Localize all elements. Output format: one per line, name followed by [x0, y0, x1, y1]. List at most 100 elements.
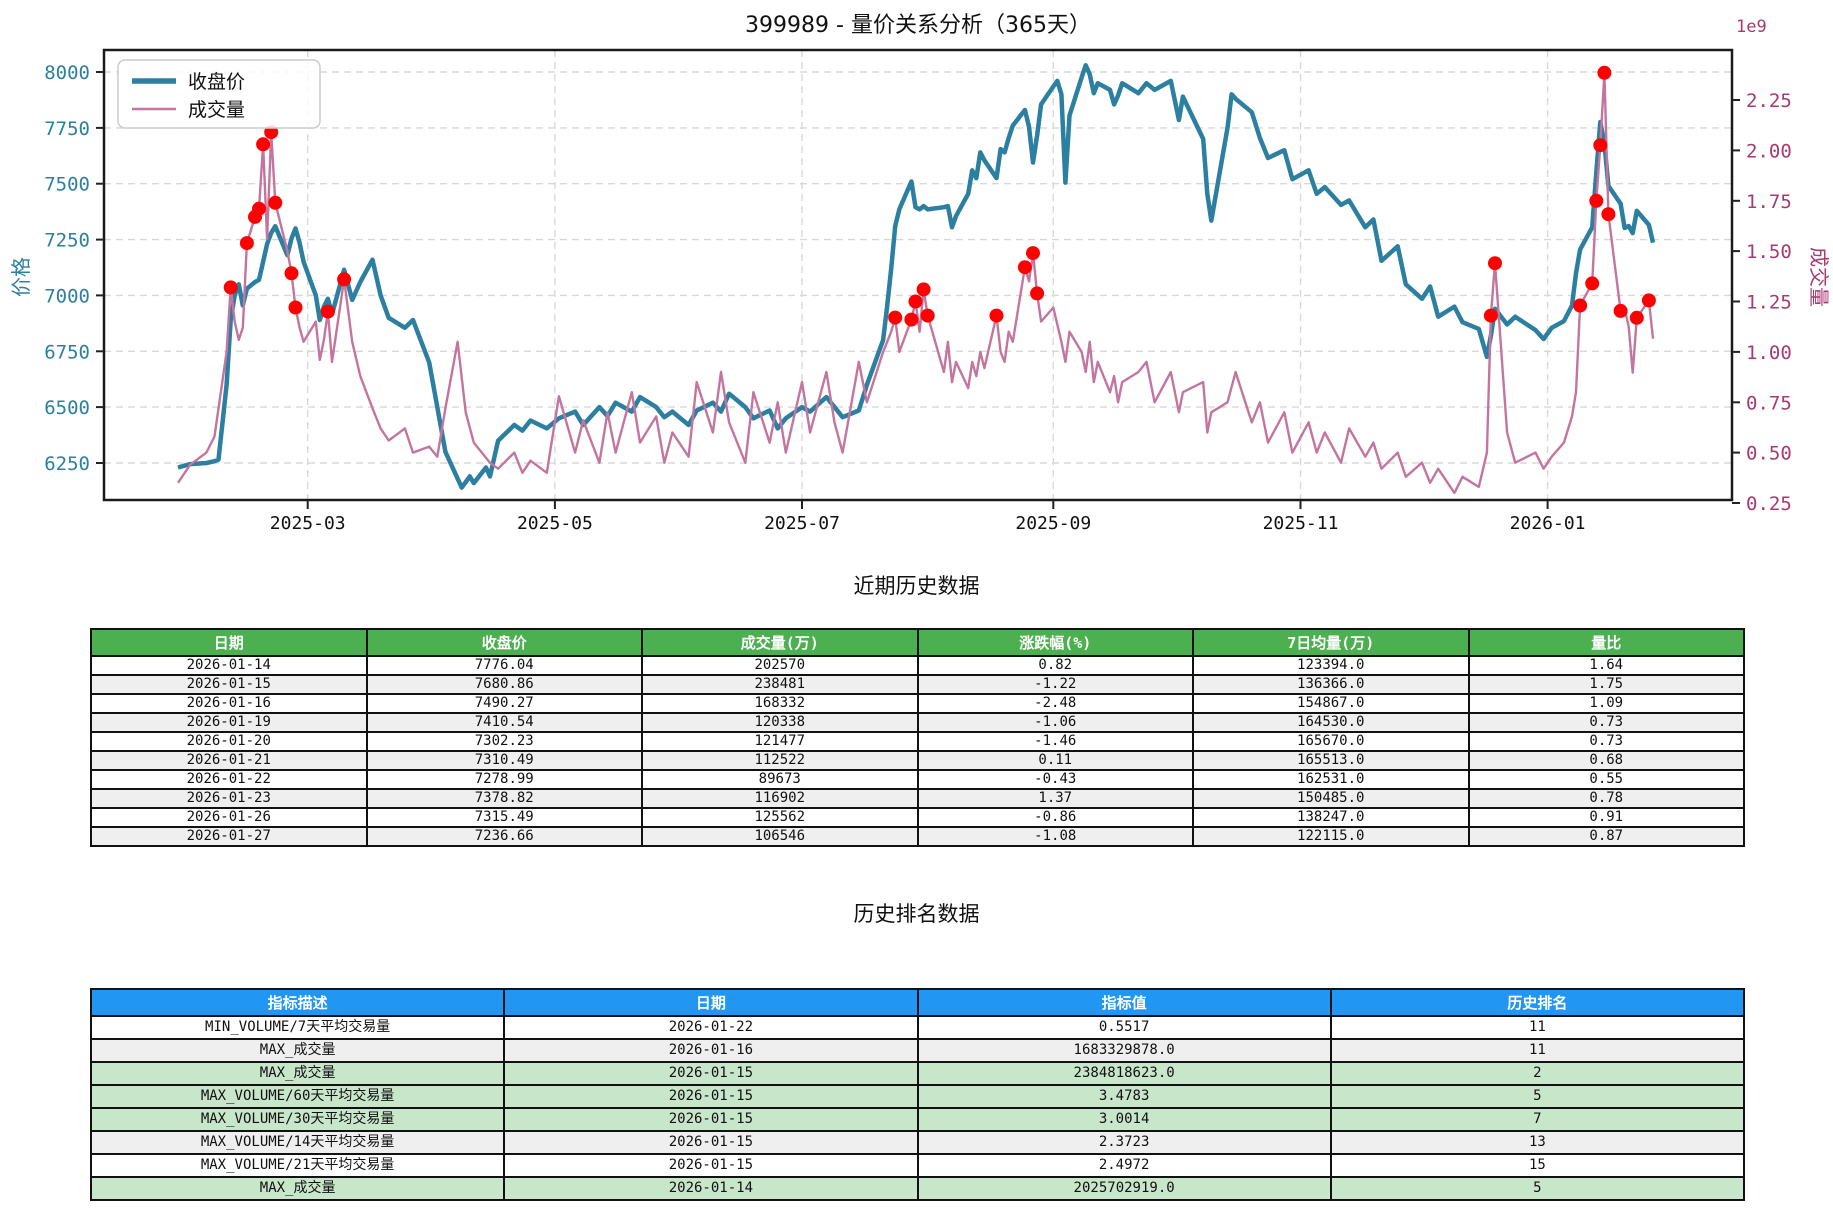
left-tick-label: 8000: [44, 62, 90, 84]
left-tick-label: 7000: [44, 285, 90, 307]
table-cell: 0.55: [1467, 769, 1745, 790]
table-cell: 0.73: [1467, 731, 1745, 752]
column-header: 指标描述: [89, 988, 506, 1017]
anomaly-marker: [1488, 256, 1502, 271]
left-tick-label: 7750: [44, 118, 90, 140]
table-cell: 7315.49: [365, 807, 643, 828]
table-cell: 11: [1329, 1015, 1746, 1040]
volume-line: [177, 71, 1655, 495]
table-cell: 2026-01-19: [90, 712, 368, 733]
x-tick-label: 2025-03: [270, 513, 346, 534]
table-row: 2026-01-22 7278.99 89673 -0.43 162531.0 0.55: [90, 769, 1745, 790]
table-cell: 5: [1329, 1176, 1746, 1201]
table-row: 2026-01-23 7378.82 116902 1.37 150485.0 0.78: [90, 788, 1745, 809]
recent-history-table-body: 2026-01-14 7776.04 202570 0.82 123394.0 1.64 2…: [90, 655, 1745, 847]
table-cell: MAX_VOLUME/30天平均交易量: [89, 1107, 506, 1132]
table-cell: 0.11: [916, 750, 1194, 771]
table-row: 2026-01-19 7410.54 120338 -1.06 164530.0 0.73: [90, 712, 1745, 733]
table-cell: 165513.0: [1192, 750, 1470, 771]
table-cell: MIN_VOLUME/7天平均交易量: [89, 1015, 506, 1040]
recent-history-title: 近期历史数据: [853, 574, 980, 598]
history-ranking-table: 指标描述 日期 指标值 历史排名 MIN_VOLUME/7天平均交易量 2026-01-…: [89, 988, 1746, 1201]
right-tick-label: 2.25: [1746, 90, 1792, 112]
table-cell: 0.91: [1467, 807, 1745, 828]
table-cell: 0.68: [1467, 750, 1745, 771]
table-cell: 2026-01-27: [90, 826, 368, 847]
anomaly-marker: [337, 272, 352, 287]
table-cell: 2026-01-15: [503, 1107, 919, 1132]
anomaly-marker: [223, 280, 238, 295]
history-ranking-table-body: MIN_VOLUME/7天平均交易量 2026-01-22 0.5517 11 MAX_…: [89, 1015, 1746, 1201]
table-cell: 2026-01-15: [503, 1130, 919, 1155]
column-header: 7日均量(万): [1192, 628, 1470, 657]
table-cell: 7278.99: [365, 769, 643, 790]
table-cell: -0.86: [916, 807, 1194, 828]
table-row: 2026-01-21 7310.49 112522 0.11 165513.0 0.68: [90, 750, 1745, 771]
axis-offset-label: 1e9: [1736, 17, 1767, 37]
table-cell: 2: [1329, 1061, 1746, 1086]
anomaly-marker: [1597, 65, 1612, 80]
table-cell: 0.78: [1467, 788, 1745, 809]
table-row: MAX_VOLUME/30天平均交易量 2026-01-15 3.0014 7: [89, 1107, 1746, 1132]
table-cell: 3.4783: [916, 1084, 1332, 1109]
column-header: 日期: [90, 628, 368, 657]
table-cell: 1.09: [1467, 693, 1745, 714]
column-header: 指标值: [916, 988, 1332, 1017]
history-ranking-table-head: 指标描述 日期 指标值 历史排名: [89, 988, 1746, 1017]
legend-box: [117, 59, 321, 129]
table-cell: MAX_成交量: [89, 1176, 506, 1201]
table-cell: 7310.49: [365, 750, 643, 771]
table-cell: 123394.0: [1192, 655, 1470, 676]
column-header: 日期: [503, 988, 919, 1017]
table-cell: 165670.0: [1192, 731, 1470, 752]
plot-border: [102, 48, 1734, 502]
price-volume-chart: 6250 6500 6750 7000 7250 7500 7750 8000 0.25 0.50…: [0, 0, 1833, 600]
column-header: 涨跌幅(%): [916, 628, 1194, 657]
table-cell: 2026-01-15: [503, 1061, 919, 1086]
table-cell: 11: [1329, 1038, 1746, 1063]
table-row: 2026-01-15 7680.86 238481 -1.22 136366.0 1.75: [90, 674, 1745, 695]
table-cell: 2026-01-20: [90, 731, 368, 752]
table-cell: 2026-01-16: [90, 693, 368, 714]
table-cell: 121477: [641, 731, 919, 752]
table-cell: MAX_VOLUME/21天平均交易量: [89, 1153, 506, 1178]
x-tick-label: 2025-05: [517, 513, 593, 534]
table-cell: 2026-01-15: [503, 1153, 919, 1178]
anomaly-marker: [320, 304, 335, 319]
anomaly-marker: [1030, 286, 1045, 301]
x-tick-label: 2025-07: [764, 513, 840, 534]
table-cell: 7236.66: [365, 826, 643, 847]
right-tick-label: 0.75: [1746, 392, 1792, 414]
table-cell: -1.08: [916, 826, 1194, 847]
y-left-axis-label: 价格: [9, 257, 33, 297]
left-tick-label: 6250: [44, 453, 90, 475]
anomaly-marker: [904, 312, 919, 327]
legend-price-label: 收盘价: [188, 71, 245, 93]
table-cell: 2026-01-15: [503, 1084, 919, 1109]
table-cell: 2026-01-21: [90, 750, 368, 771]
table-cell: 2026-01-16: [503, 1038, 919, 1063]
table-cell: 5: [1329, 1084, 1746, 1109]
table-cell: 138247.0: [1192, 807, 1470, 828]
anomaly-marker: [920, 308, 935, 323]
table-cell: 1683329878.0: [916, 1038, 1332, 1063]
anomaly-marker: [288, 300, 303, 315]
anomaly-marker: [1629, 310, 1644, 325]
table-cell: 15: [1329, 1153, 1746, 1178]
anomaly-marker: [1483, 308, 1498, 323]
table-cell: 2026-01-15: [90, 674, 368, 695]
column-header: 收盘价: [365, 628, 643, 657]
legend-volume-label: 成交量: [188, 99, 245, 121]
right-tick-label: 1.25: [1746, 292, 1792, 314]
anomaly-marker: [1593, 138, 1608, 153]
table-row: 2026-01-14 7776.04 202570 0.82 123394.0 1.64: [90, 655, 1745, 676]
chart-title: 399989 - 量价关系分析（365天）: [745, 13, 1091, 38]
table-cell: 150485.0: [1192, 788, 1470, 809]
anomaly-marker: [1017, 260, 1032, 275]
anomaly-marker: [284, 266, 299, 281]
table-cell: 116902: [641, 788, 919, 809]
table-cell: 13: [1329, 1130, 1746, 1155]
table-cell: 154867.0: [1192, 693, 1470, 714]
anomaly-marker: [1601, 207, 1616, 222]
